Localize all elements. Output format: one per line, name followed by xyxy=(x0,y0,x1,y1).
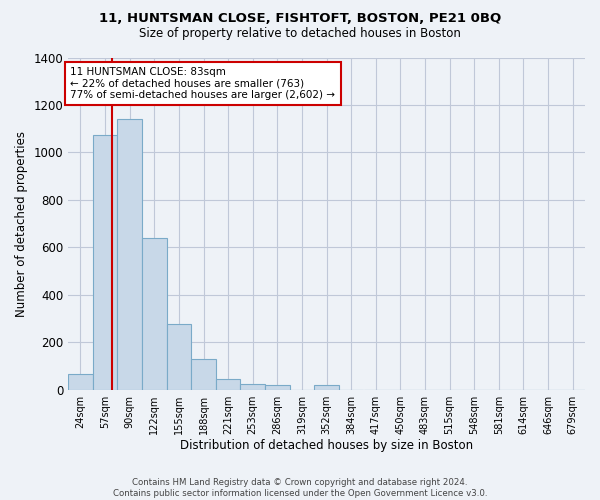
Text: Size of property relative to detached houses in Boston: Size of property relative to detached ho… xyxy=(139,28,461,40)
Bar xyxy=(68,374,93,390)
Bar xyxy=(216,379,241,390)
Bar xyxy=(93,134,118,390)
Bar xyxy=(265,385,290,390)
X-axis label: Distribution of detached houses by size in Boston: Distribution of detached houses by size … xyxy=(180,440,473,452)
Text: 11, HUNTSMAN CLOSE, FISHTOFT, BOSTON, PE21 0BQ: 11, HUNTSMAN CLOSE, FISHTOFT, BOSTON, PE… xyxy=(99,12,501,26)
Bar xyxy=(142,238,167,390)
Text: Contains HM Land Registry data © Crown copyright and database right 2024.
Contai: Contains HM Land Registry data © Crown c… xyxy=(113,478,487,498)
Bar xyxy=(314,385,339,390)
Bar xyxy=(118,119,142,390)
Text: 11 HUNTSMAN CLOSE: 83sqm
← 22% of detached houses are smaller (763)
77% of semi-: 11 HUNTSMAN CLOSE: 83sqm ← 22% of detach… xyxy=(70,67,335,100)
Bar xyxy=(167,324,191,390)
Y-axis label: Number of detached properties: Number of detached properties xyxy=(15,130,28,316)
Bar xyxy=(191,359,216,390)
Bar xyxy=(241,384,265,390)
